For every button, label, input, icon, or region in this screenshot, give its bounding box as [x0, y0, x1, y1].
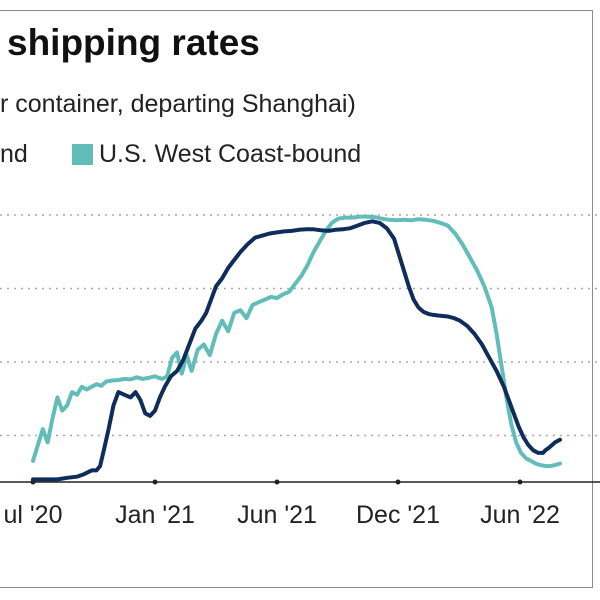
series-line-2 [31, 214, 562, 469]
x-tick-label: Dec '21 [356, 501, 440, 529]
x-tick-mark [395, 479, 401, 485]
legend-label-series-1: nd [0, 140, 28, 168]
legend-label-series-2: U.S. West Coast-bound [99, 140, 362, 168]
x-tick-mark [274, 479, 280, 485]
x-tick-mark [152, 479, 158, 485]
legend-item-series-1: nd [0, 140, 28, 169]
chart-title: shipping rates [7, 22, 260, 63]
x-tick-label: Jan '21 [115, 501, 195, 529]
x-tick-label: ul '20 [4, 501, 63, 529]
x-tick-label: Jun '22 [480, 501, 560, 529]
chart-subtitle: r container, departing Shanghai) [0, 90, 356, 118]
legend-item-series-2: U.S. West Coast-bound [72, 140, 361, 169]
legend-swatch-series-2 [72, 144, 93, 165]
x-tick-label: Jun '21 [237, 501, 317, 529]
series-line-1 [31, 219, 562, 482]
x-tick-mark [517, 479, 523, 485]
chart-frame [0, 10, 593, 588]
